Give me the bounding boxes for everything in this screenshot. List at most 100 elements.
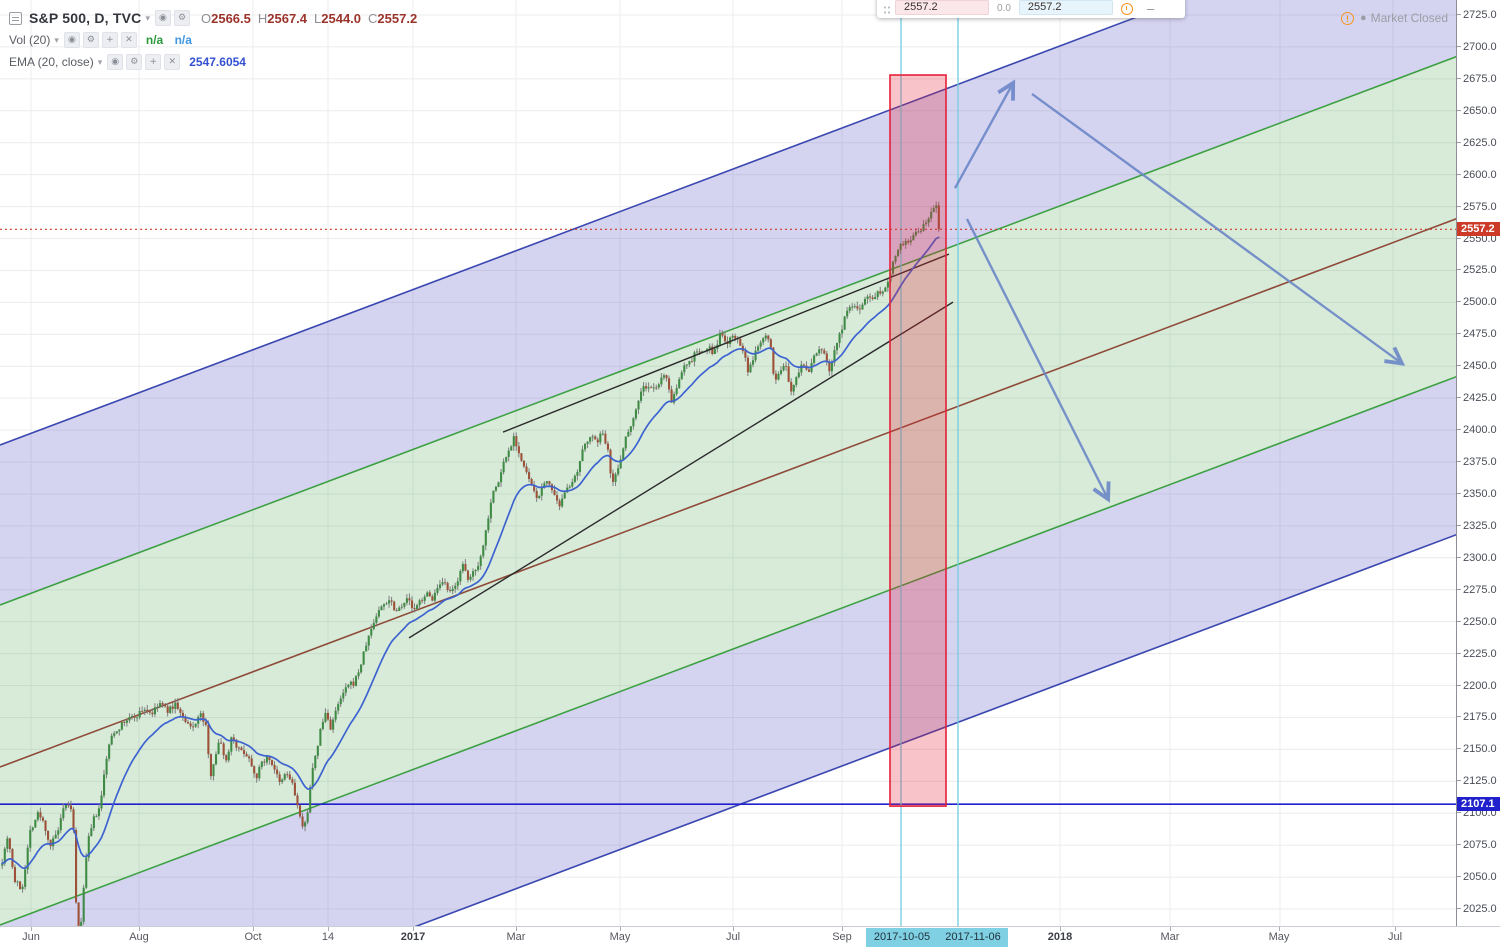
price-axis[interactable]: 2725.0 2700.0 2675.0 2650.0 2625.0 2600.0 2575… [1456, 0, 1500, 926]
highlighted-date-label: 2017-10-05 [866, 928, 938, 947]
status-dot-icon: ● [1359, 12, 1367, 24]
time-axis-tick [253, 927, 254, 931]
high-value: 2567.4 [267, 10, 308, 26]
legend-collapse-icon[interactable] [9, 11, 22, 25]
price-axis-label: 2725.0 [1457, 9, 1500, 21]
time-axis-tick [413, 927, 414, 931]
plus-icon[interactable]: + [101, 32, 118, 48]
price-chart-canvas[interactable] [0, 0, 1457, 926]
time-axis[interactable]: Jun Aug Oct 14 2017 Mar May Jul Sep 2018 Mar May Jul… [0, 926, 1457, 948]
minimize-button[interactable]: – [1146, 1, 1155, 16]
price-axis-label: 2650.0 [1457, 105, 1500, 117]
price-axis-label: 2475.0 [1457, 328, 1500, 340]
axis-corner [1457, 926, 1500, 948]
time-axis-label: Oct [244, 931, 262, 943]
open-key: O [200, 10, 212, 26]
time-axis-tick [1060, 927, 1061, 931]
price-axis-label: 2400.0 [1457, 424, 1500, 436]
price-axis-label: 2075.0 [1457, 839, 1500, 851]
price-tag: 2557.2 [1457, 222, 1500, 237]
price-axis-label: 2525.0 [1457, 264, 1500, 276]
price-axis-label: 2500.0 [1457, 296, 1500, 308]
price-axis-label: 2300.0 [1457, 552, 1500, 564]
price-axis-label: 2175.0 [1457, 711, 1500, 723]
price-axis-label: 2425.0 [1457, 392, 1500, 404]
time-axis-label: Jul [1387, 931, 1403, 943]
drawing-settings-popup: 2557.2 0.0 2557.2 – [877, 0, 1185, 18]
ema-value: 2547.6054 [189, 55, 246, 69]
price-axis-label: 2125.0 [1457, 775, 1500, 787]
drag-handle[interactable] [883, 5, 891, 15]
time-axis-label: Sep [832, 931, 852, 943]
popup-mid-value: 0.0 [997, 3, 1011, 14]
ohlc-values: O2566.5 H2567.4 L2544.0 C2557.2 [201, 11, 424, 26]
symbol-title[interactable]: S&P 500, D, TVC [29, 10, 142, 26]
price-axis-label: 2350.0 [1457, 488, 1500, 500]
chevron-down-icon[interactable]: ▾ [54, 34, 59, 45]
price-axis-label: 2450.0 [1457, 360, 1500, 372]
time-axis-tick [620, 927, 621, 931]
volume-value: n/a [145, 33, 164, 47]
clock-icon[interactable] [1120, 3, 1133, 15]
chevron-down-icon[interactable]: ▾ [97, 56, 103, 67]
time-axis-label: Jun [22, 931, 40, 943]
price-axis-label: 2225.0 [1457, 648, 1500, 660]
time-axis-tick [842, 927, 843, 931]
open-value: 2566.5 [211, 10, 251, 26]
symbol-legend-row: S&P 500, D, TVC ▾ ◉ ⚙ O2566.5 H2567.4 L254… [9, 10, 424, 26]
gear-icon[interactable]: ⚙ [173, 10, 190, 26]
close-icon[interactable]: ✕ [164, 54, 181, 70]
low-value: 2544.0 [321, 10, 362, 26]
alert-circle-icon[interactable]: ! [1340, 11, 1354, 25]
time-axis-tick [516, 927, 517, 931]
eye-icon[interactable]: ◉ [63, 32, 80, 48]
time-axis-label: 2018 [1047, 931, 1073, 943]
high-key: H [257, 10, 268, 26]
ema-legend-row: EMA (20, close) ▾ ◉ ⚙ + ✕ 2547.6054 [9, 54, 424, 70]
time-axis-tick [31, 927, 32, 931]
time-axis-label: May [609, 931, 631, 943]
chevron-down-icon[interactable]: ▾ [145, 12, 150, 23]
volume-indicator-name[interactable]: Vol (20) [9, 33, 51, 47]
market-status-badge: ! ● Market Closed [1340, 11, 1448, 25]
time-axis-tick [1395, 927, 1396, 931]
price-axis-label: 2375.0 [1457, 456, 1500, 468]
price-axis-label: 2150.0 [1457, 743, 1500, 755]
plus-icon[interactable]: + [145, 54, 162, 70]
price-axis-label: 2275.0 [1457, 584, 1500, 596]
time-axis-label: May [1268, 931, 1290, 943]
market-status-text: Market Closed [1370, 11, 1448, 25]
price-axis-label: 2250.0 [1457, 616, 1500, 628]
price-axis-label: 2325.0 [1457, 520, 1500, 532]
time-axis-label: Mar [506, 931, 526, 943]
price-axis-label: 2600.0 [1457, 169, 1500, 181]
price-axis-label: 2200.0 [1457, 680, 1500, 692]
gear-icon[interactable]: ⚙ [126, 54, 143, 70]
price-axis-label: 2700.0 [1457, 41, 1500, 53]
close-icon[interactable]: ✕ [120, 32, 137, 48]
time-axis-label: Mar [1160, 931, 1180, 943]
eye-icon[interactable]: ◉ [107, 54, 124, 70]
price-axis-label: 2050.0 [1457, 871, 1500, 883]
price-axis-label: 2625.0 [1457, 137, 1500, 149]
close-value: 2557.2 [377, 10, 418, 26]
time-axis-tick [139, 927, 140, 931]
ema-indicator-name[interactable]: EMA (20, close) [9, 55, 94, 69]
price-axis-label: 2575.0 [1457, 201, 1500, 213]
time-axis-tick [1170, 927, 1171, 931]
chart-legend: S&P 500, D, TVC ▾ ◉ ⚙ O2566.5 H2567.4 L254… [9, 10, 424, 76]
eye-icon[interactable]: ◉ [154, 10, 171, 26]
gear-icon[interactable]: ⚙ [82, 32, 99, 48]
volume-legend-row: Vol (20) ▾ ◉ ⚙ + ✕ n/a n/a [9, 32, 424, 48]
price-input-lower[interactable]: 2557.2 [1018, 0, 1113, 15]
time-axis-label: 14 [321, 931, 335, 943]
price-input-upper[interactable]: 2557.2 [895, 0, 989, 15]
close-key: C [368, 10, 378, 26]
price-axis-label: 2025.0 [1457, 903, 1500, 915]
low-key: L [314, 10, 322, 26]
highlighted-date-label: 2017-11-06 [938, 928, 1008, 947]
volume-ma-value: n/a [174, 33, 192, 47]
time-axis-label: Jul [725, 931, 741, 943]
time-axis-tick [733, 927, 734, 931]
